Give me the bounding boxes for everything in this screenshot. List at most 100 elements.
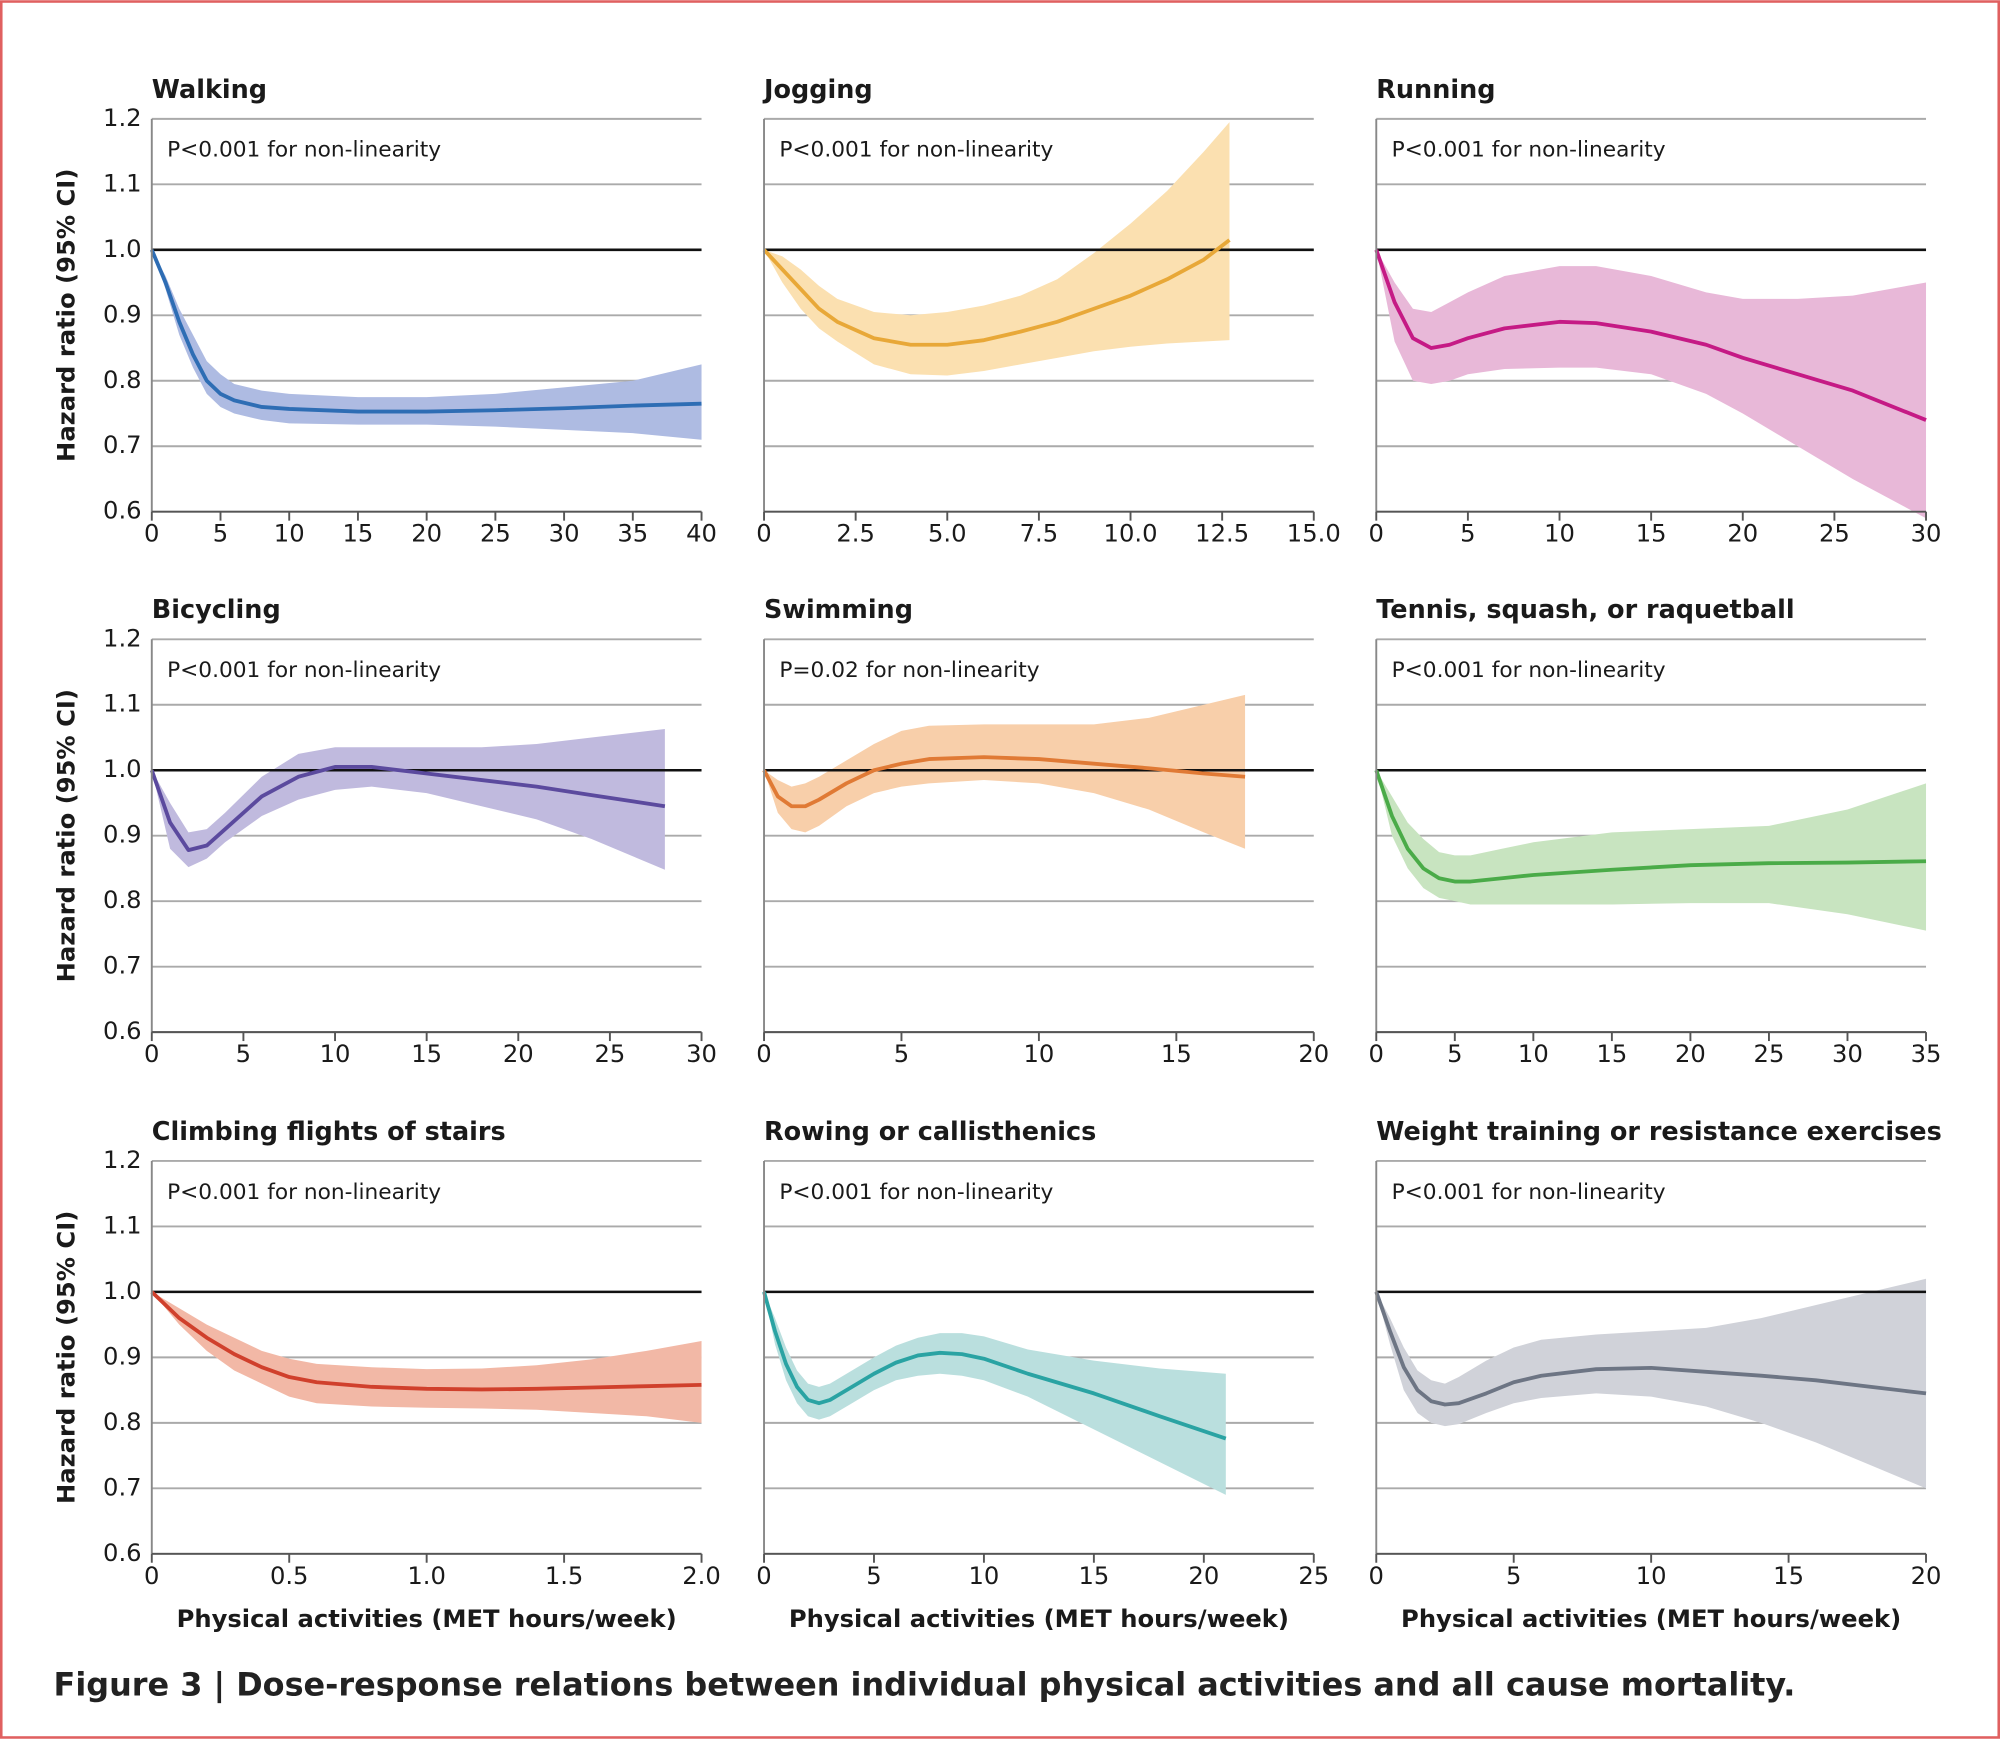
annotation: P<0.001 for non-linearity — [779, 1180, 1053, 1205]
panel-title: Weight training or resistance exercises — [1376, 1117, 1942, 1147]
y-axis-label: Hazard ratio (95% CI) — [53, 169, 81, 462]
x-tick-label: 5 — [1506, 1562, 1521, 1590]
x-tick-label: 1.0 — [407, 1562, 446, 1590]
x-tick-label: 35 — [617, 520, 648, 548]
ci-band — [151, 728, 665, 870]
x-tick-label: 10 — [1023, 1040, 1054, 1068]
annotation: P<0.001 for non-linearity — [167, 138, 441, 163]
x-tick-label: 0 — [756, 1562, 771, 1590]
x-tick-label: 10 — [1544, 520, 1575, 548]
ci-band — [1376, 249, 1927, 519]
x-tick-label: 0 — [144, 1562, 159, 1590]
y-tick-label: 0.8 — [103, 1408, 142, 1436]
x-tick-label: 1.5 — [545, 1562, 584, 1590]
x-tick-label: 5.0 — [928, 520, 967, 548]
x-tick-label: 15 — [411, 1040, 442, 1068]
ci-band — [764, 1291, 1226, 1495]
x-tick-label: 5 — [894, 1040, 909, 1068]
y-tick-label: 0.6 — [103, 1539, 142, 1567]
y-tick-label: 0.6 — [103, 497, 142, 525]
y-axis-label: Hazard ratio (95% CI) — [53, 689, 81, 982]
x-tick-label: 0 — [1369, 1040, 1384, 1068]
panel-title: Running — [1376, 75, 1495, 105]
y-tick-label: 1.2 — [103, 104, 142, 132]
x-tick-label: 15 — [1636, 520, 1667, 548]
y-tick-label: 0.8 — [103, 366, 142, 394]
x-tick-label: 10 — [274, 520, 305, 548]
x-tick-label: 15 — [1078, 1562, 1109, 1590]
annotation: P<0.001 for non-linearity — [779, 138, 1053, 163]
x-tick-label: 12.5 — [1195, 520, 1249, 548]
x-tick-label: 0 — [1369, 1562, 1384, 1590]
x-tick-label: 10 — [320, 1040, 351, 1068]
x-tick-label: 30 — [1911, 520, 1942, 548]
x-tick-label: 20 — [1911, 1562, 1942, 1590]
line — [1374, 249, 1927, 422]
y-tick-label: 1.1 — [103, 690, 142, 718]
annotation: P<0.001 for non-linearity — [1392, 1180, 1666, 1205]
ci-band — [151, 249, 702, 440]
x-tick-label: 25 — [594, 1040, 625, 1068]
y-tick-label: 0.9 — [103, 1342, 142, 1370]
x-tick-label: 25 — [1298, 1562, 1329, 1590]
y-tick-label: 1.1 — [103, 169, 142, 197]
x-tick-label: 2.0 — [682, 1562, 721, 1590]
x-tick-label: 5 — [213, 520, 228, 548]
x-tick-label: 7.5 — [1020, 520, 1059, 548]
ci-band — [151, 1291, 702, 1423]
y-tick-label: 0.8 — [103, 886, 142, 914]
x-axis-label: Physical activities (MET hours/week) — [1401, 1605, 1901, 1633]
x-tick-label: 30 — [549, 520, 580, 548]
x-tick-label: 10.0 — [1104, 520, 1158, 548]
y-tick-label: 0.7 — [103, 1473, 142, 1501]
y-tick-label: 0.7 — [103, 952, 142, 980]
y-tick-label: 0.9 — [103, 821, 142, 849]
panel-title: Jogging — [762, 75, 873, 105]
annotation: P<0.001 for non-linearity — [167, 1180, 441, 1205]
line — [1374, 1291, 1927, 1407]
x-tick-label: 2.5 — [836, 520, 875, 548]
panel-title: Climbing flights of stairs — [152, 1117, 506, 1147]
x-tick-label: 25 — [1754, 1040, 1785, 1068]
x-tick-label: 0 — [144, 1040, 159, 1068]
x-tick-label: 30 — [686, 1040, 717, 1068]
x-tick-label: 15 — [1596, 1040, 1627, 1068]
panel-title: Walking — [152, 75, 267, 105]
line — [762, 755, 1246, 809]
panel-title: Swimming — [764, 595, 913, 625]
line — [1374, 769, 1927, 884]
x-tick-label: 10 — [969, 1562, 1000, 1590]
y-axis-label: Hazard ratio (95% CI) — [53, 1211, 81, 1504]
ci-band — [764, 694, 1246, 849]
x-tick-label: 20 — [1298, 1040, 1329, 1068]
x-tick-label: 0 — [1369, 520, 1384, 548]
line — [150, 1290, 702, 1392]
annotation: P<0.001 for non-linearity — [167, 658, 441, 683]
x-axis-label: Physical activities (MET hours/week) — [789, 1605, 1289, 1633]
panel-title: Tennis, squash, or raquetball — [1376, 595, 1794, 625]
x-tick-label: 5 — [866, 1562, 881, 1590]
x-tick-label: 15 — [1161, 1040, 1192, 1068]
caption: Figure 3 | Dose-response relations betwe… — [54, 1665, 1796, 1704]
x-tick-label: 20 — [1188, 1562, 1219, 1590]
ci-band — [1376, 1278, 1927, 1489]
y-tick-label: 0.6 — [103, 1017, 142, 1045]
x-tick-label: 0 — [144, 520, 159, 548]
x-tick-label: 10 — [1636, 1562, 1667, 1590]
y-tick-label: 1.1 — [103, 1211, 142, 1239]
x-tick-label: 20 — [1727, 520, 1758, 548]
ci-band — [764, 122, 1230, 376]
y-tick-label: 1.2 — [103, 1146, 142, 1174]
line — [762, 1291, 1227, 1441]
annotation: P<0.001 for non-linearity — [1392, 138, 1666, 163]
annotation: P<0.001 for non-linearity — [1392, 658, 1666, 683]
ci-band — [1376, 770, 1927, 931]
x-tick-label: 5 — [1447, 1040, 1462, 1068]
x-tick-label: 30 — [1832, 1040, 1863, 1068]
x-tick-label: 20 — [1675, 1040, 1706, 1068]
line — [149, 765, 666, 853]
y-tick-label: 1.0 — [103, 1277, 142, 1305]
panel-title: Bicycling — [152, 595, 281, 625]
x-tick-label: 0 — [756, 520, 771, 548]
